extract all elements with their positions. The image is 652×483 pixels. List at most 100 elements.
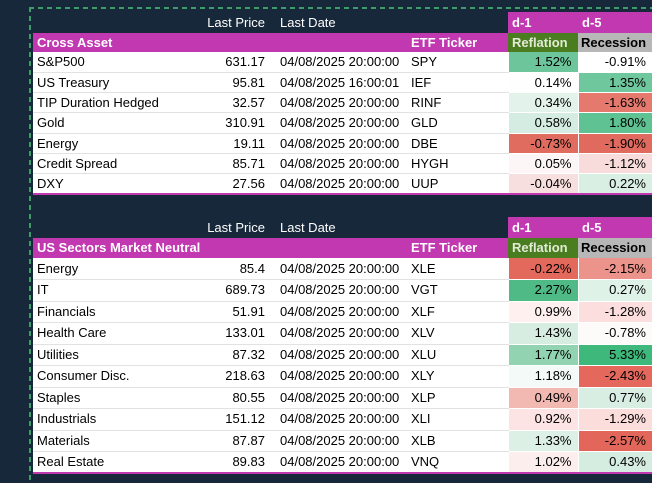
cell-last-price[interactable]: 631.17 xyxy=(190,52,268,73)
cell-d1-value[interactable]: 1.02% xyxy=(507,451,578,474)
cell-last-date[interactable]: 04/08/2025 20:00:00 xyxy=(268,52,407,73)
cell-d5-value[interactable]: -1.90% xyxy=(577,133,652,154)
header-reflation[interactable]: Reflation xyxy=(508,238,578,258)
cell-last-price[interactable]: 218.63 xyxy=(190,365,268,388)
cell-last-date[interactable]: 04/08/2025 20:00:00 xyxy=(268,365,407,388)
header-d5[interactable]: d-5 xyxy=(578,12,652,33)
cell-ticker[interactable]: IEF xyxy=(407,72,508,94)
cell-last-price[interactable]: 89.83 xyxy=(190,451,268,474)
cell-ticker[interactable]: XLP xyxy=(407,387,508,409)
cell-last-price[interactable]: 95.81 xyxy=(190,72,268,94)
cell-last-date[interactable]: 04/08/2025 20:00:00 xyxy=(268,387,407,409)
cell-last-date[interactable]: 04/08/2025 20:00:00 xyxy=(268,173,407,196)
cell-last-price[interactable]: 133.01 xyxy=(190,322,268,345)
cell-name[interactable]: S&P500 xyxy=(33,52,190,73)
cell-d1-value[interactable]: 0.49% xyxy=(507,387,578,409)
cell-d1-value[interactable]: 0.14% xyxy=(507,72,578,94)
cell-name[interactable]: Real Estate xyxy=(33,451,190,474)
cell-last-date[interactable]: 04/08/2025 20:00:00 xyxy=(268,430,407,452)
cell-d1-value[interactable]: 1.18% xyxy=(507,365,578,388)
cell-d5-value[interactable]: -0.78% xyxy=(577,322,652,345)
header-last-price[interactable]: Last Price xyxy=(207,219,265,235)
cell-d5-value[interactable]: -0.91% xyxy=(577,52,652,73)
cell-ticker[interactable]: XLF xyxy=(407,301,508,323)
cell-ticker[interactable]: GLD xyxy=(407,112,508,134)
cell-d5-value[interactable]: -2.43% xyxy=(577,365,652,388)
header-d5[interactable]: d-5 xyxy=(578,217,652,238)
cell-ticker[interactable]: XLE xyxy=(407,258,508,280)
header-spacer[interactable] xyxy=(407,12,508,33)
cell-last-date[interactable]: 04/08/2025 20:00:00 xyxy=(268,133,407,154)
cell-name[interactable]: Utilities xyxy=(33,344,190,366)
cell-d5-value[interactable]: 1.80% xyxy=(577,112,652,134)
header-etf-ticker[interactable]: ETF Ticker xyxy=(411,240,478,256)
header-last-date[interactable]: Last Date xyxy=(280,219,336,235)
cell-d5-value[interactable]: -2.57% xyxy=(577,430,652,452)
cell-d5-value[interactable]: -1.12% xyxy=(577,153,652,175)
cell-ticker[interactable]: VGT xyxy=(407,279,508,302)
cell-d1-value[interactable]: 0.34% xyxy=(507,92,578,114)
cell-name[interactable]: US Treasury xyxy=(33,72,190,94)
cell-name[interactable]: Energy xyxy=(33,133,190,154)
cell-d1-value[interactable]: 1.77% xyxy=(507,344,578,366)
table-title-us-sectors[interactable]: US Sectors Market Neutral xyxy=(37,240,201,256)
cell-d5-value[interactable]: 0.22% xyxy=(577,173,652,196)
header-last-price[interactable]: Last Price xyxy=(207,14,265,30)
cell-ticker[interactable]: XLU xyxy=(407,344,508,366)
cell-name[interactable]: Energy xyxy=(33,258,190,280)
cell-ticker[interactable]: RINF xyxy=(407,92,508,114)
cell-last-price[interactable]: 85.4 xyxy=(190,258,268,280)
header-recession[interactable]: Recession xyxy=(578,238,652,258)
cell-ticker[interactable]: VNQ xyxy=(407,451,508,474)
cell-ticker[interactable]: XLY xyxy=(407,365,508,388)
cell-d1-value[interactable]: 1.52% xyxy=(507,52,578,73)
table-title-cross-asset[interactable]: Cross Asset xyxy=(37,34,113,50)
cell-last-price[interactable]: 51.91 xyxy=(190,301,268,323)
cell-last-date[interactable]: 04/08/2025 20:00:00 xyxy=(268,112,407,134)
cell-name[interactable]: Consumer Disc. xyxy=(33,365,190,388)
header-spacer[interactable] xyxy=(33,12,190,33)
cell-d1-value[interactable]: 0.92% xyxy=(507,408,578,431)
cell-name[interactable]: Industrials xyxy=(33,408,190,431)
cell-d1-value[interactable]: -0.04% xyxy=(507,173,578,196)
cell-last-date[interactable]: 04/08/2025 16:00:01 xyxy=(268,72,407,94)
cell-last-price[interactable]: 85.71 xyxy=(190,153,268,175)
cell-name[interactable]: Credit Spread xyxy=(33,153,190,175)
cell-name[interactable]: IT xyxy=(33,279,190,302)
header-spacer[interactable] xyxy=(407,217,508,238)
cell-d1-value[interactable]: 0.05% xyxy=(507,153,578,175)
cell-d1-value[interactable]: 0.58% xyxy=(507,112,578,134)
cell-ticker[interactable]: HYGH xyxy=(407,153,508,175)
cell-last-price[interactable]: 151.12 xyxy=(190,408,268,431)
cell-ticker[interactable]: UUP xyxy=(407,173,508,196)
header-last-date[interactable]: Last Date xyxy=(280,14,336,30)
header-d1[interactable]: d-1 xyxy=(508,217,578,238)
cell-ticker[interactable]: XLB xyxy=(407,430,508,452)
cell-d1-value[interactable]: 2.27% xyxy=(507,279,578,302)
cell-name[interactable]: Financials xyxy=(33,301,190,323)
cell-d1-value[interactable]: -0.73% xyxy=(507,133,578,154)
cell-last-date[interactable]: 04/08/2025 20:00:00 xyxy=(268,92,407,114)
cell-name[interactable]: Health Care xyxy=(33,322,190,345)
cell-d5-value[interactable]: -1.63% xyxy=(577,92,652,114)
cell-last-price[interactable]: 80.55 xyxy=(190,387,268,409)
cell-d5-value[interactable]: -2.15% xyxy=(577,258,652,280)
cell-last-date[interactable]: 04/08/2025 20:00:00 xyxy=(268,279,407,302)
cell-name[interactable]: Materials xyxy=(33,430,190,452)
cell-last-date[interactable]: 04/08/2025 20:00:00 xyxy=(268,258,407,280)
cell-last-date[interactable]: 04/08/2025 20:00:00 xyxy=(268,451,407,474)
cell-ticker[interactable]: DBE xyxy=(407,133,508,154)
cell-name[interactable]: Staples xyxy=(33,387,190,409)
cell-name[interactable]: Gold xyxy=(33,112,190,134)
cell-last-price[interactable]: 32.57 xyxy=(190,92,268,114)
cell-name[interactable]: TIP Duration Hedged xyxy=(33,92,190,114)
header-recession[interactable]: Recession xyxy=(578,33,652,52)
cell-last-price[interactable]: 689.73 xyxy=(190,279,268,302)
cell-d5-value[interactable]: 0.43% xyxy=(577,451,652,474)
cell-last-price[interactable]: 87.87 xyxy=(190,430,268,452)
cell-last-date[interactable]: 04/08/2025 20:00:00 xyxy=(268,344,407,366)
cell-ticker[interactable]: XLI xyxy=(407,408,508,431)
cell-d1-value[interactable]: 1.33% xyxy=(507,430,578,452)
cell-d5-value[interactable]: 5.33% xyxy=(577,344,652,366)
cell-last-price[interactable]: 310.91 xyxy=(190,112,268,134)
